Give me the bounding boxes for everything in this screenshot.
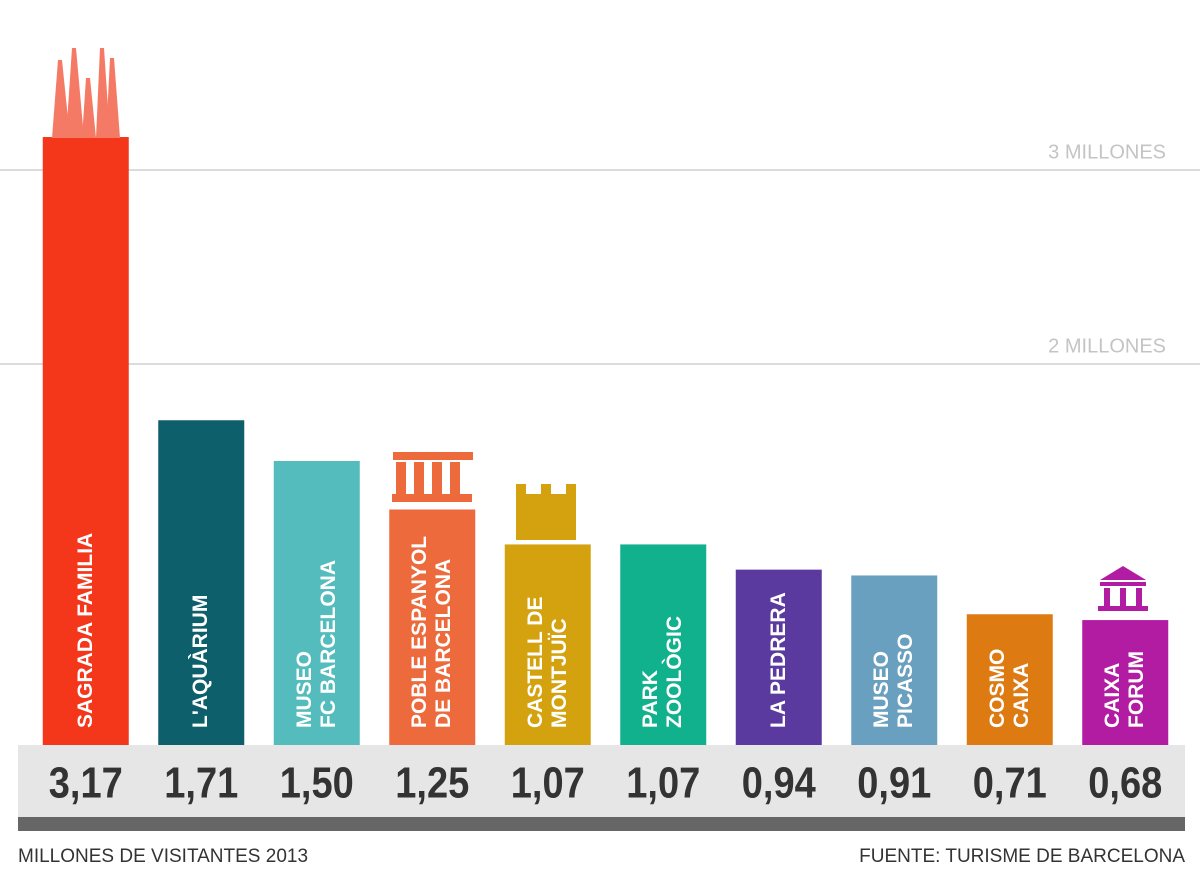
value-band — [18, 745, 1185, 817]
value-label: 1,07 — [511, 759, 585, 808]
y-tick-label: 2 MILLONES — [1048, 335, 1166, 357]
bar — [966, 614, 1053, 752]
value-label: 1,71 — [164, 759, 238, 808]
category-label: POBLE ESPANYOL DE BARCELONA — [408, 535, 456, 728]
category-label: SAGRADA FAMILIA — [73, 532, 97, 728]
caixaforum-icon — [1098, 566, 1148, 611]
value-label: 1,07 — [626, 759, 700, 808]
category-label: COSMO CAIXA — [985, 648, 1033, 728]
value-label: 0,91 — [857, 759, 931, 808]
value-label: 0,68 — [1088, 759, 1162, 808]
bar — [389, 509, 476, 752]
category-label: PARK ZOOLÒGIC — [639, 616, 687, 728]
source: FUENTE: TURISME DE BARCELONA — [859, 846, 1185, 867]
bar — [851, 575, 938, 752]
category-label: LA PEDRERA — [766, 592, 790, 728]
bar — [504, 544, 591, 752]
y-tick-label: 3 MILLONES — [1048, 141, 1166, 163]
x-axis-label: MILLONES DE VISITANTES 2013 — [18, 846, 308, 867]
bar — [273, 461, 360, 752]
baseline-strip — [18, 817, 1185, 831]
category-label: MUSEO FC BARCELONA — [292, 560, 340, 728]
castell-icon — [516, 484, 576, 540]
sagrada-icon — [52, 48, 120, 138]
bar — [158, 420, 245, 752]
category-label: CASTELL DE MONTJUÏC — [523, 596, 571, 728]
value-label: 0,94 — [742, 759, 816, 808]
category-label: L'AQUÀRIUM — [189, 594, 213, 728]
category-label: MUSEO PICASSO — [870, 633, 918, 728]
poble-icon — [392, 452, 473, 502]
value-label: 1,25 — [395, 759, 469, 808]
bar — [42, 137, 129, 752]
value-label: 0,71 — [973, 759, 1047, 808]
value-label: 3,17 — [49, 759, 123, 808]
bar — [620, 544, 707, 752]
value-label: 1,50 — [280, 759, 354, 808]
bar — [735, 569, 822, 752]
category-label: CAIXA FORUM — [1101, 651, 1149, 728]
bar — [1082, 620, 1169, 752]
